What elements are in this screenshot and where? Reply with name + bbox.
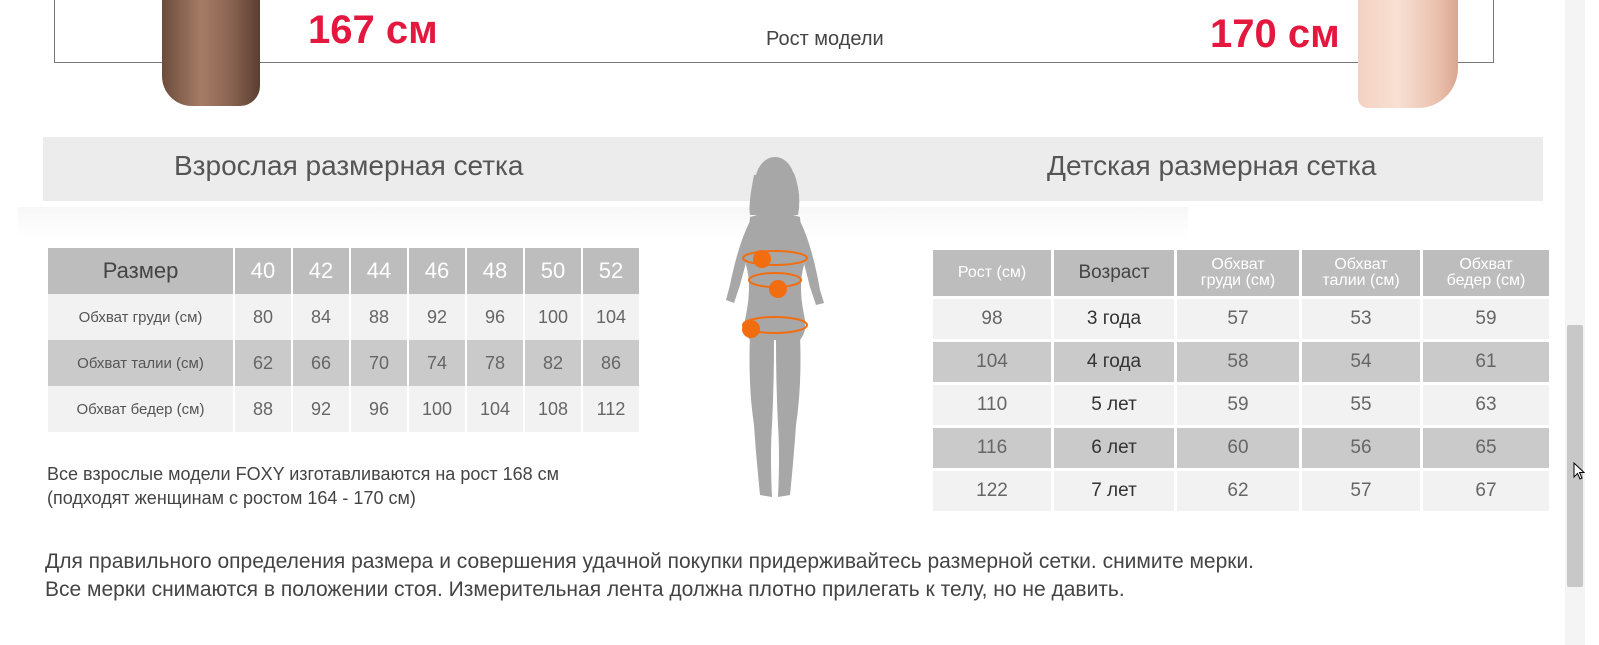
cell: 5 лет	[1054, 385, 1174, 425]
adult-note: Все взрослые модели FOXY изготавливаются…	[47, 462, 559, 510]
chest-header: Обхват груди (см)	[1177, 250, 1299, 296]
cell: 53	[1302, 299, 1420, 339]
cell: 57	[1177, 299, 1299, 339]
measurement-instructions: Для правильного определения размера и со…	[45, 548, 1254, 604]
cell: 62	[235, 340, 291, 386]
chest-header-line: груди (см)	[1200, 272, 1276, 289]
cell: 59	[1177, 385, 1299, 425]
cell: 57	[1302, 471, 1420, 511]
cell: 6 лет	[1054, 428, 1174, 468]
woman-silhouette-icon	[726, 157, 824, 497]
child-size-table: Рост (см) Возраст Обхват груди (см) Обхва…	[930, 247, 1552, 514]
row-label: Обхват бедер (см)	[48, 386, 233, 432]
cell: 70	[351, 340, 407, 386]
cell: 63	[1423, 385, 1549, 425]
size-header: 52	[583, 248, 639, 294]
cell: 100	[409, 386, 465, 432]
size-header-label: Размер	[48, 248, 233, 294]
cell: 112	[583, 386, 639, 432]
cell: 104	[583, 294, 639, 340]
adult-size-table: Размер 40 42 44 46 48 50 52 Обхват груди…	[46, 248, 641, 432]
cell: 92	[293, 386, 349, 432]
table-row: 116 6 лет 60 56 65	[933, 428, 1549, 468]
cell: 54	[1302, 342, 1420, 382]
cell: 122	[933, 471, 1051, 511]
model-photo-left	[162, 0, 260, 106]
cell: 55	[1302, 385, 1420, 425]
instruction-line: Для правильного определения размера и со…	[45, 550, 1255, 573]
table-row: Обхват груди (см) 80 84 88 92 96 100 104	[48, 294, 639, 340]
model-photo-right	[1358, 0, 1458, 108]
table-row: Обхват бедер (см) 88 92 96 100 104 108 1…	[48, 386, 639, 432]
cell: 96	[351, 386, 407, 432]
row-label: Обхват груди (см)	[48, 294, 233, 340]
divider-band	[18, 207, 1188, 237]
model-height-banner	[54, 0, 1494, 63]
table-row: 122 7 лет 62 57 67	[933, 471, 1549, 511]
table-row: 110 5 лет 59 55 63	[933, 385, 1549, 425]
cell: 88	[351, 294, 407, 340]
cell: 67	[1423, 471, 1549, 511]
size-header: 42	[293, 248, 349, 294]
cell: 100	[525, 294, 581, 340]
adult-chart-title: Взрослая размерная сетка	[174, 150, 524, 181]
cell: 82	[525, 340, 581, 386]
size-header: 44	[351, 248, 407, 294]
size-header: 46	[409, 248, 465, 294]
mouse-pointer-icon	[1573, 462, 1585, 480]
hips-header: Обхват бедер (см)	[1423, 250, 1549, 296]
adult-note-line: (подходят женщинам с ростом 164 - 170 см…	[47, 488, 416, 508]
model-height-label: Рост модели	[766, 28, 884, 50]
cell: 60	[1177, 428, 1299, 468]
adult-note-line: Все взрослые модели FOXY изготавливаются…	[47, 464, 559, 484]
cell: 108	[525, 386, 581, 432]
cell: 98	[933, 299, 1051, 339]
cell: 59	[1423, 299, 1549, 339]
table-row: Рост (см) Возраст Обхват груди (см) Обхва…	[933, 250, 1549, 296]
waist-header-line: талии (см)	[1322, 272, 1400, 289]
cell: 80	[235, 294, 291, 340]
model-height-left: 167 см	[308, 8, 438, 52]
cell: 104	[933, 342, 1051, 382]
cell: 92	[409, 294, 465, 340]
cell: 116	[933, 428, 1051, 468]
age-header: Возраст	[1054, 250, 1174, 296]
cell: 65	[1423, 428, 1549, 468]
cell: 58	[1177, 342, 1299, 382]
model-height-right: 170 см	[1210, 12, 1340, 56]
cell: 86	[583, 340, 639, 386]
waist-header: Обхват талии (см)	[1302, 250, 1420, 296]
size-header: 48	[467, 248, 523, 294]
cell: 74	[409, 340, 465, 386]
chest-header-line: Обхват	[1211, 256, 1265, 273]
cell: 96	[467, 294, 523, 340]
cell: 7 лет	[1054, 471, 1174, 511]
child-chart-title: Детская размерная сетка	[1047, 150, 1377, 181]
scrollbar-thumb[interactable]	[1567, 325, 1583, 587]
waist-header-line: Обхват	[1334, 256, 1388, 273]
cell: 66	[293, 340, 349, 386]
row-label: Обхват талии (см)	[48, 340, 233, 386]
table-row: 104 4 года 58 54 61	[933, 342, 1549, 382]
cell: 110	[933, 385, 1051, 425]
cell: 3 года	[1054, 299, 1174, 339]
table-row: Размер 40 42 44 46 48 50 52	[48, 248, 639, 294]
hips-header-line: бедер (см)	[1446, 272, 1526, 289]
cell: 84	[293, 294, 349, 340]
cell: 4 года	[1054, 342, 1174, 382]
size-header: 50	[525, 248, 581, 294]
size-header: 40	[235, 248, 291, 294]
table-row: 98 3 года 57 53 59	[933, 299, 1549, 339]
hips-header-line: Обхват	[1459, 256, 1513, 273]
instruction-line: Все мерки снимаются в положении стоя. Из…	[45, 578, 1125, 601]
cell: 56	[1302, 428, 1420, 468]
cell: 104	[467, 386, 523, 432]
table-row: Обхват талии (см) 62 66 70 74 78 82 86	[48, 340, 639, 386]
cell: 62	[1177, 471, 1299, 511]
cell: 78	[467, 340, 523, 386]
cell: 88	[235, 386, 291, 432]
height-header: Рост (см)	[933, 250, 1051, 296]
cell: 61	[1423, 342, 1549, 382]
